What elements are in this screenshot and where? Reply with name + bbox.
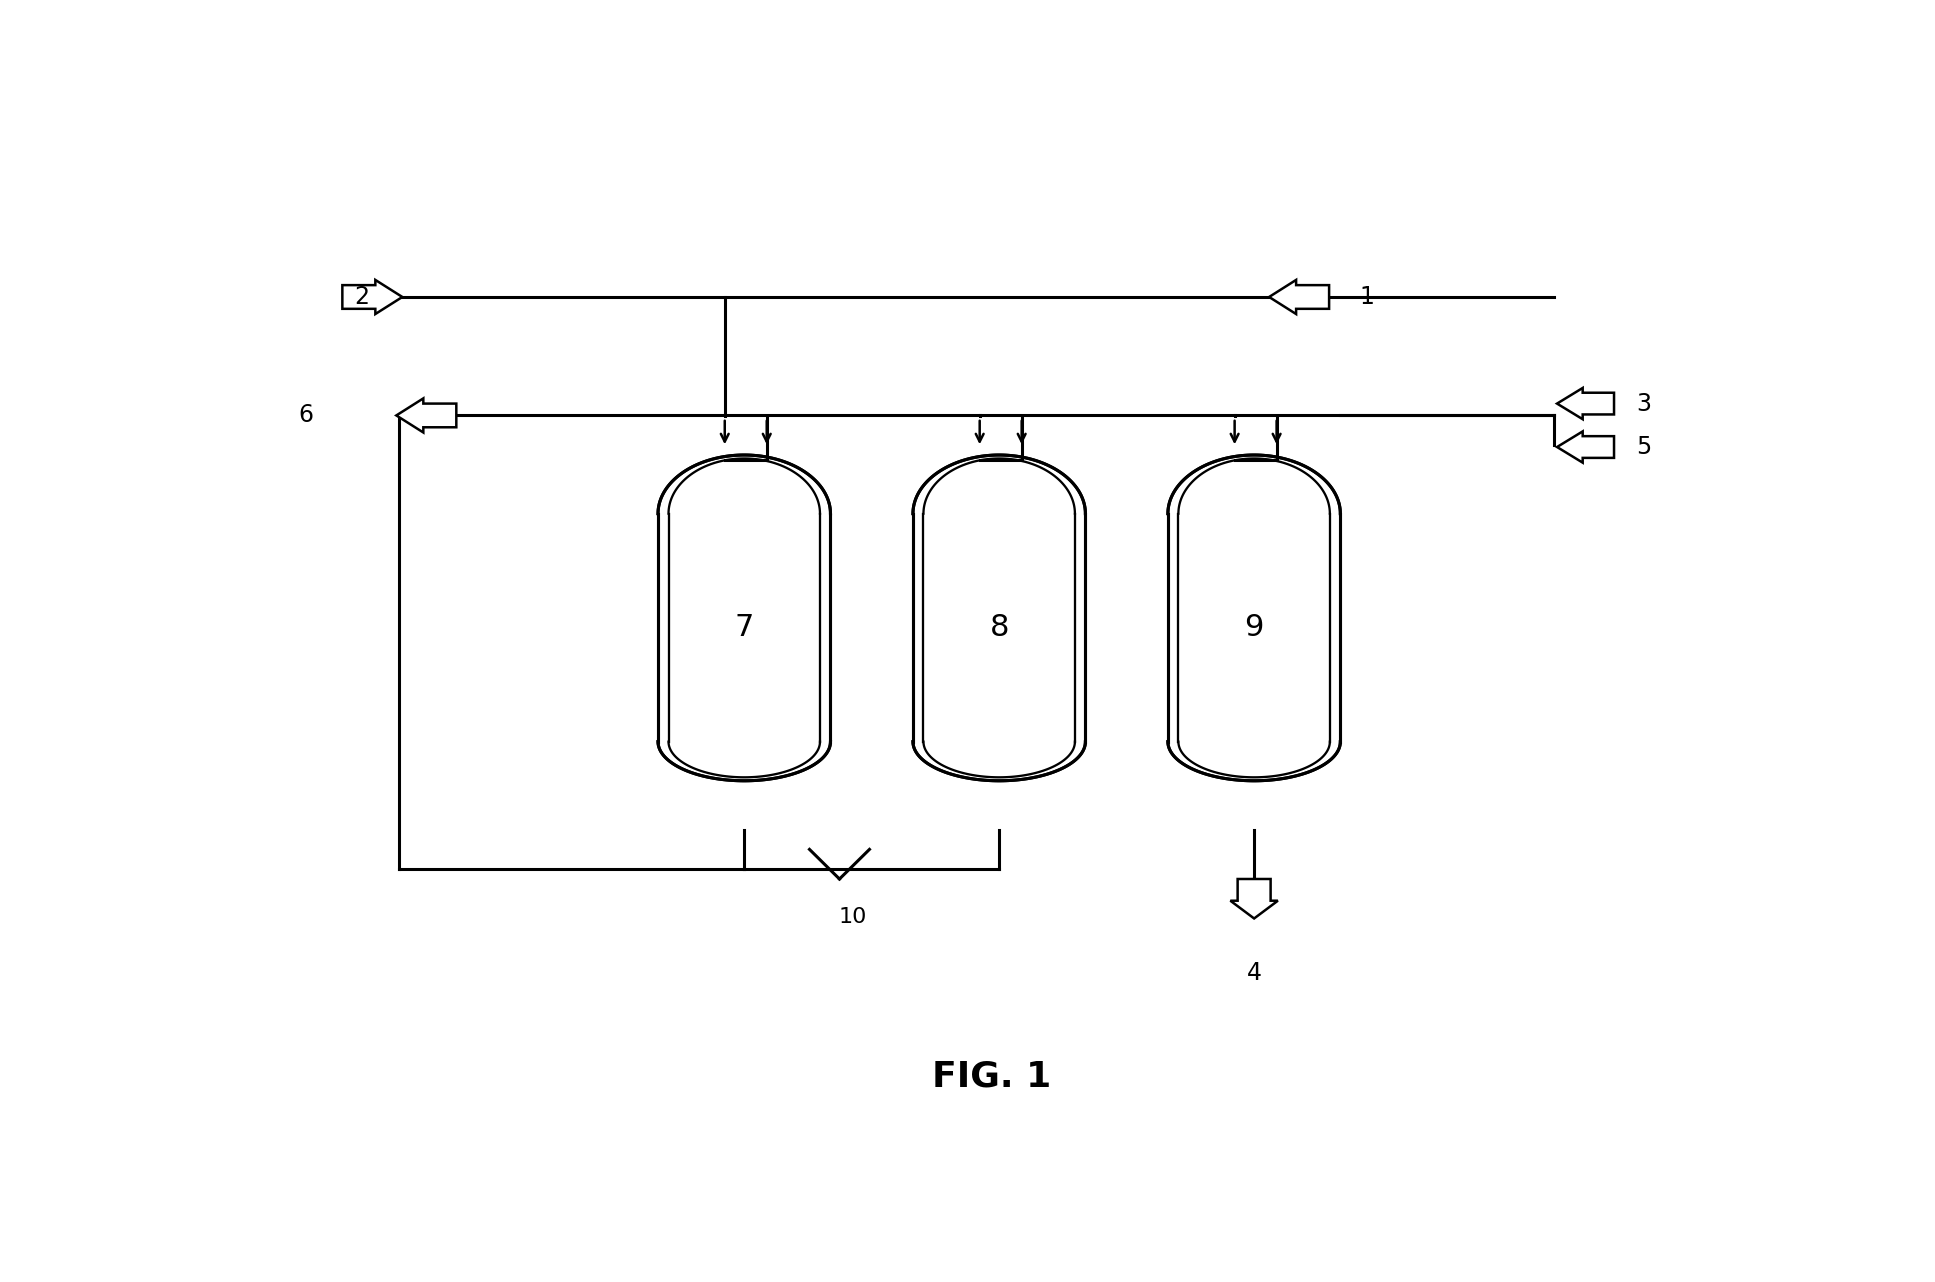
Text: 4: 4	[1246, 960, 1262, 985]
Polygon shape	[1169, 455, 1341, 781]
Polygon shape	[1558, 431, 1614, 463]
Text: 2: 2	[354, 285, 370, 309]
Text: 10: 10	[838, 906, 867, 927]
Polygon shape	[658, 455, 830, 781]
Text: 5: 5	[1637, 435, 1652, 459]
Polygon shape	[342, 279, 402, 314]
Polygon shape	[1558, 388, 1614, 419]
Text: 8: 8	[989, 613, 1008, 642]
Polygon shape	[913, 455, 1086, 781]
Polygon shape	[1231, 879, 1277, 918]
Text: 7: 7	[735, 613, 755, 642]
Polygon shape	[397, 399, 457, 432]
Text: 1: 1	[1358, 285, 1374, 309]
Polygon shape	[1269, 279, 1329, 314]
Text: 6: 6	[298, 404, 313, 427]
Text: FIG. 1: FIG. 1	[933, 1060, 1051, 1094]
Text: 3: 3	[1637, 391, 1652, 415]
Text: 9: 9	[1244, 613, 1264, 642]
